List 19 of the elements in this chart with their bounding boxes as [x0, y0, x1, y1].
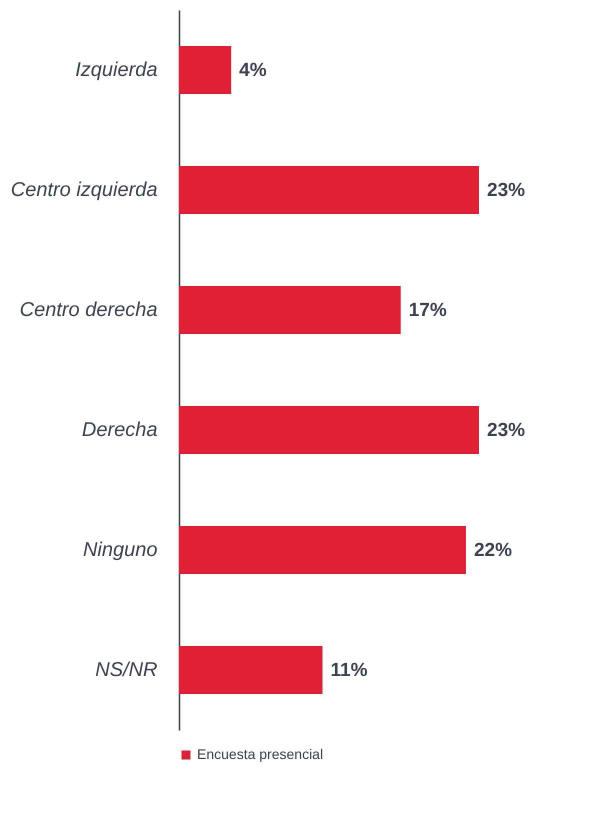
legend-label: Encuesta presencial [197, 746, 324, 762]
y-tick-label: Centro derecha [20, 299, 158, 321]
y-tick-label: Ninguno [82, 539, 158, 561]
data-label: 17% [408, 300, 447, 321]
data-label: 23% [487, 420, 526, 441]
y-tick-label: NS/NR [95, 659, 158, 681]
bar [179, 46, 232, 94]
bar [179, 166, 479, 214]
bar [179, 646, 322, 694]
y-tick-label: Derecha [82, 419, 158, 441]
y-tick-label: Izquierda [75, 59, 158, 81]
data-label: 11% [330, 660, 368, 681]
y-tick-label: Centro izquierda [10, 179, 158, 201]
bar [179, 526, 466, 574]
data-label: 23% [487, 180, 526, 201]
data-label: 4% [239, 60, 267, 81]
bar [179, 406, 479, 454]
bar [179, 286, 401, 334]
data-label: 22% [474, 540, 512, 561]
